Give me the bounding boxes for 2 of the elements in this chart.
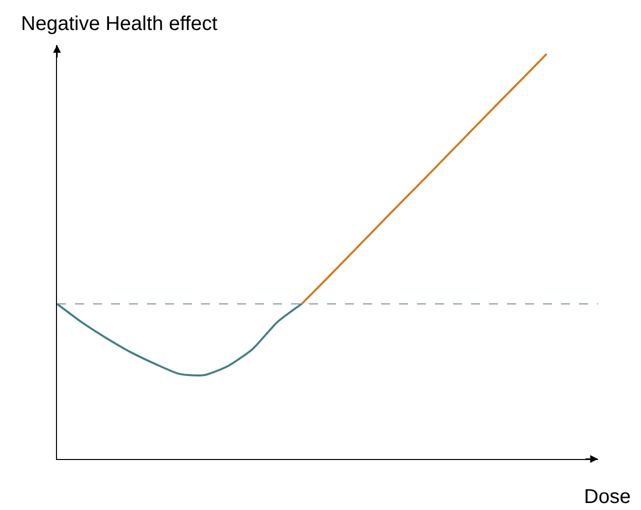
y-axis-title: Negative Health effect	[21, 13, 218, 35]
x-axis-title: Dose	[584, 486, 631, 508]
